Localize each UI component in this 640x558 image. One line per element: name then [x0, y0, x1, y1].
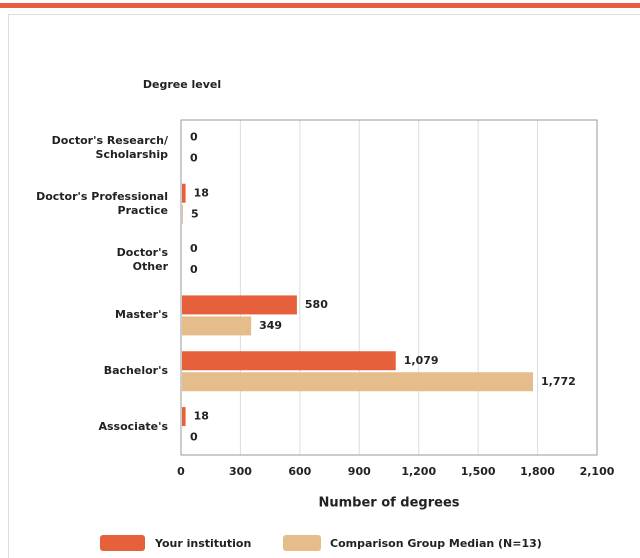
bar [182, 183, 186, 203]
value-label: 0 [190, 151, 198, 164]
bar [182, 204, 183, 224]
value-label: 0 [190, 431, 198, 444]
value-label: 18 [194, 410, 209, 423]
legend-swatch [100, 535, 145, 551]
x-axis-title: Number of degrees [318, 496, 459, 511]
value-label: 580 [305, 298, 328, 311]
value-label: 0 [190, 130, 198, 143]
x-tick-label: 1,200 [401, 465, 436, 478]
x-tick-label: 1,800 [520, 465, 555, 478]
bar [182, 351, 396, 371]
category-label: Doctor's Research/ Scholarship [51, 133, 168, 161]
panel [8, 14, 640, 558]
category-label: Master's [115, 308, 168, 322]
bar [182, 372, 534, 392]
legend-label: Comparison Group Median (N=13) [330, 537, 542, 550]
y-axis-title: Degree level [143, 78, 221, 91]
value-label: 1,079 [404, 354, 439, 367]
x-tick-label: 0 [177, 465, 185, 478]
x-tick-label: 300 [229, 465, 252, 478]
category-label: Doctor's Professional Practice [36, 189, 168, 217]
legend-swatch [283, 535, 321, 551]
value-label: 0 [190, 263, 198, 276]
legend-label: Your institution [154, 537, 251, 550]
top-bar [0, 3, 640, 8]
value-label: 349 [259, 319, 282, 332]
x-tick-label: 900 [348, 465, 371, 478]
category-label: Doctor's Other [116, 245, 168, 273]
value-label: 0 [190, 242, 198, 255]
x-tick-label: 600 [288, 465, 311, 478]
value-label: 5 [191, 207, 199, 220]
value-label: 1,772 [541, 375, 576, 388]
category-label: Associate's [98, 420, 168, 434]
bar [182, 407, 186, 427]
bar [182, 316, 252, 336]
value-label: 18 [194, 186, 209, 199]
category-label: Bachelor's [103, 364, 168, 378]
x-tick-label: 2,100 [580, 465, 615, 478]
bar [182, 295, 297, 315]
x-tick-label: 1,500 [461, 465, 496, 478]
plot-frame [180, 119, 598, 456]
